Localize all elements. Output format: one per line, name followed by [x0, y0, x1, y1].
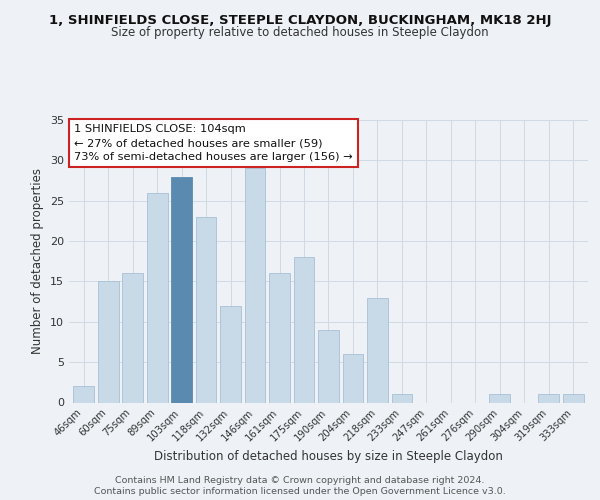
Bar [318, 330, 339, 402]
Bar [538, 394, 559, 402]
Bar [196, 217, 217, 402]
X-axis label: Distribution of detached houses by size in Steeple Claydon: Distribution of detached houses by size … [154, 450, 503, 463]
Bar [490, 394, 510, 402]
Bar [171, 176, 192, 402]
Bar [147, 192, 167, 402]
Bar [269, 274, 290, 402]
Bar [220, 306, 241, 402]
Text: Size of property relative to detached houses in Steeple Claydon: Size of property relative to detached ho… [111, 26, 489, 39]
Text: 1 SHINFIELDS CLOSE: 104sqm
← 27% of detached houses are smaller (59)
73% of semi: 1 SHINFIELDS CLOSE: 104sqm ← 27% of deta… [74, 124, 353, 162]
Bar [122, 274, 143, 402]
Bar [73, 386, 94, 402]
Bar [245, 168, 265, 402]
Y-axis label: Number of detached properties: Number of detached properties [31, 168, 44, 354]
Bar [293, 257, 314, 402]
Text: 1, SHINFIELDS CLOSE, STEEPLE CLAYDON, BUCKINGHAM, MK18 2HJ: 1, SHINFIELDS CLOSE, STEEPLE CLAYDON, BU… [49, 14, 551, 27]
Bar [392, 394, 412, 402]
Bar [367, 298, 388, 403]
Text: Contains public sector information licensed under the Open Government Licence v3: Contains public sector information licen… [94, 487, 506, 496]
Text: Contains HM Land Registry data © Crown copyright and database right 2024.: Contains HM Land Registry data © Crown c… [115, 476, 485, 485]
Bar [343, 354, 364, 403]
Bar [563, 394, 584, 402]
Bar [98, 282, 119, 403]
